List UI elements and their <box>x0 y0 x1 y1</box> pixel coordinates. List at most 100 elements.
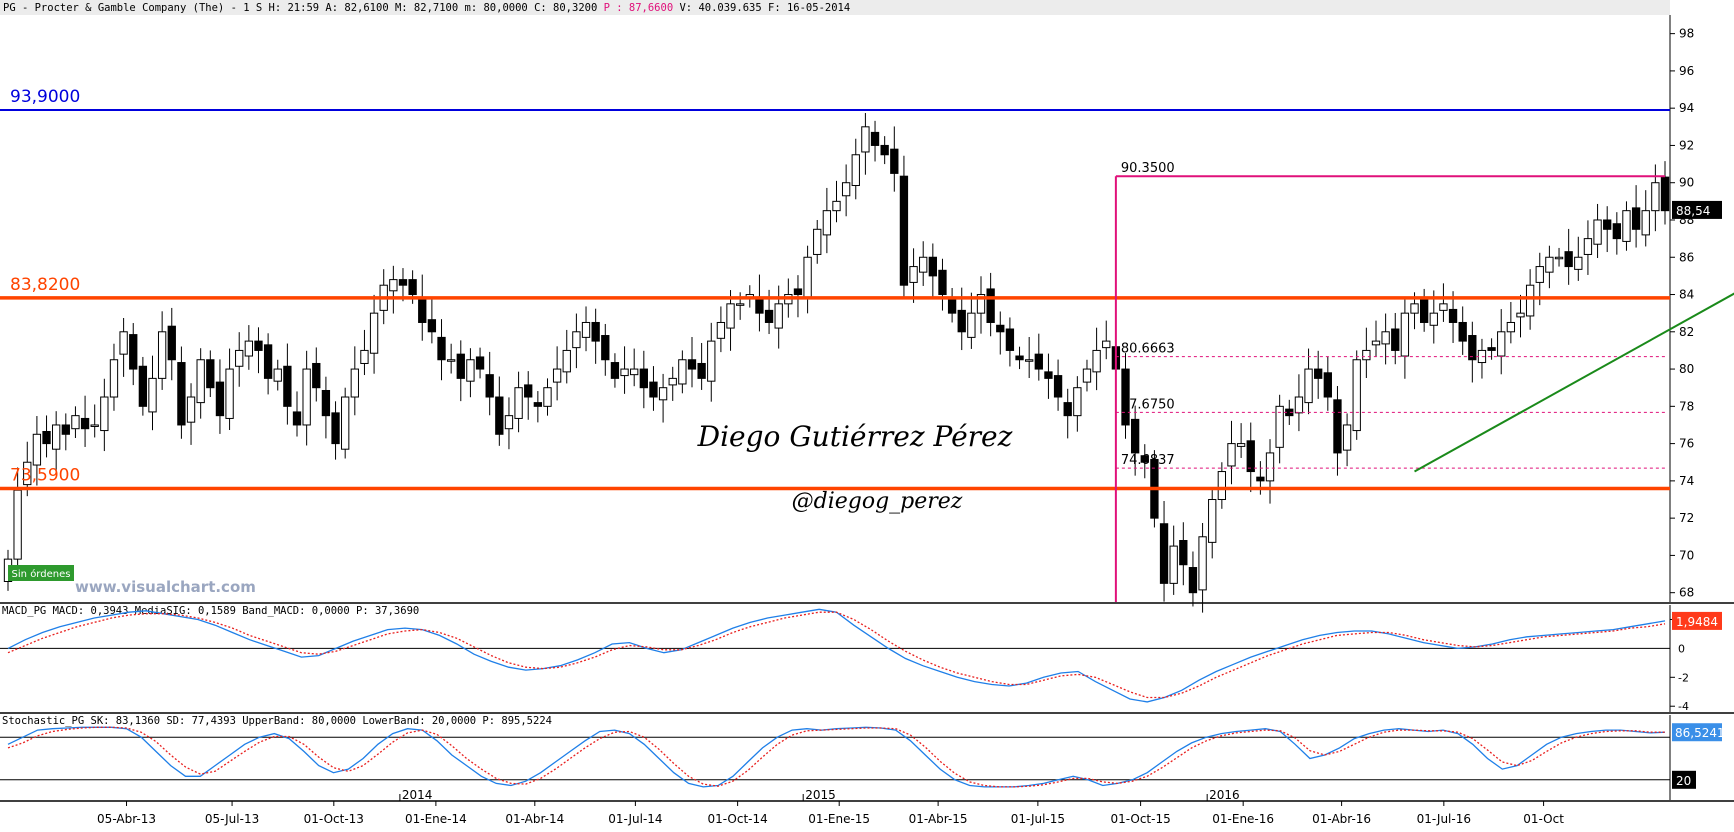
candle-body <box>687 359 697 370</box>
trendline <box>1414 292 1734 473</box>
candle-body <box>890 148 899 174</box>
candle-body <box>514 387 523 419</box>
price-panel: 6870727476788082848688909294969893,90008… <box>0 15 1734 613</box>
candle-body <box>803 256 812 298</box>
candle-body <box>61 424 70 435</box>
candle-body <box>427 319 437 333</box>
candle-body <box>331 412 340 445</box>
candle-body <box>1583 238 1593 255</box>
candle-body <box>986 288 995 323</box>
candle-body <box>263 344 273 379</box>
candle-body <box>1169 545 1178 584</box>
x-tick-label: 01-Ene-15 <box>808 812 870 826</box>
candle-body <box>1419 297 1429 323</box>
x-tick-label: 01-Jul-16 <box>1417 812 1471 826</box>
candle-body <box>601 335 610 361</box>
candle-body <box>71 415 80 430</box>
x-tick-label: 01-Oct-14 <box>707 812 767 826</box>
candle-body <box>1362 349 1371 361</box>
candle-body <box>1246 440 1255 473</box>
x-tick-label: 01-Oct-13 <box>304 812 364 826</box>
candle-body <box>1092 349 1101 373</box>
x-tick-label: 05-Abr-13 <box>97 812 156 826</box>
candle-body <box>1256 476 1265 482</box>
candle-body <box>446 359 456 362</box>
candle-body <box>533 402 543 407</box>
author-name: Diego Gutiérrez Pérez <box>697 420 1013 453</box>
candle-body <box>302 368 311 426</box>
candle-body <box>398 279 408 286</box>
candle-body <box>1275 405 1284 448</box>
candle-body <box>649 381 658 398</box>
candle-body <box>581 321 591 338</box>
candle-body <box>1631 207 1641 230</box>
candle-body <box>919 256 928 273</box>
macd-title: MACD_PG MACD: 0,3943 MediaSIG: 0,1589 Ba… <box>2 605 419 617</box>
candle-body <box>1603 219 1612 230</box>
candle-body <box>312 362 321 389</box>
candle-body <box>1468 335 1477 361</box>
year-label: 2014 <box>402 788 433 802</box>
candle-body <box>1044 371 1053 379</box>
candle-body <box>938 269 947 296</box>
candle-body <box>437 336 446 361</box>
last-price-tag <box>1672 200 1722 219</box>
candle-body <box>591 321 600 342</box>
x-tick-label: 01-Jul-15 <box>1011 812 1065 826</box>
macd-series-mediasig <box>7 611 1666 699</box>
candle-body <box>543 387 552 407</box>
stochastic-series-sk <box>7 726 1666 788</box>
candle-body <box>475 356 485 370</box>
y-tick-label: 82 <box>1679 325 1694 339</box>
candle-body <box>408 279 417 296</box>
candle-body <box>1304 368 1313 404</box>
candle-body <box>1159 523 1169 584</box>
candle-body <box>1487 347 1496 351</box>
candle-body <box>52 424 61 450</box>
horizontal-level-label: 73,5900 <box>10 466 80 486</box>
x-tick-label: 01-Oct-15 <box>1110 812 1170 826</box>
candle-body <box>928 256 937 277</box>
candle-body <box>1651 182 1660 212</box>
candle-body <box>755 296 764 314</box>
candle-body <box>697 362 706 379</box>
year-label: 2015 <box>805 788 836 802</box>
candle-body <box>1371 340 1381 346</box>
candle-body <box>1448 308 1458 323</box>
candle-body <box>1102 340 1111 349</box>
candle-body <box>369 312 379 354</box>
candle-body <box>1236 443 1246 447</box>
candle-body <box>1458 321 1467 342</box>
candle-body <box>793 288 803 296</box>
candle-body <box>996 324 1005 333</box>
candle-body <box>1130 418 1140 454</box>
x-tick-label: 01-Abr-15 <box>909 812 968 826</box>
candle-body <box>1082 368 1092 383</box>
x-axis: 05-Abr-13 05-Jul-13 01-Oct-13 01-Ene-14 01-A… <box>0 788 1670 826</box>
fib-level-label: 74.6837 <box>1121 453 1175 468</box>
candle-body <box>1198 536 1207 591</box>
x-tick-label: 01-Abr-14 <box>505 812 564 826</box>
y-tick-label: 84 <box>1679 288 1694 302</box>
candle-body <box>1525 284 1535 317</box>
candle-body <box>976 294 986 314</box>
fib-level-label: 80.6663 <box>1121 342 1175 357</box>
candle-body <box>1429 312 1438 326</box>
candle-body <box>957 309 966 333</box>
candle-body <box>350 368 359 398</box>
candle-body <box>109 359 119 398</box>
status-badge: Sin órdenes <box>12 568 71 580</box>
macd-zero-label: 0 <box>1678 642 1685 655</box>
candle-body <box>851 154 860 187</box>
candle-body <box>668 377 677 386</box>
macd-value-label: 1,9484 <box>1676 615 1718 629</box>
candle-body <box>1660 176 1670 212</box>
candle-body <box>1612 223 1621 240</box>
candle-body <box>1333 399 1342 454</box>
candle-body <box>206 359 215 389</box>
candle-body <box>909 266 918 283</box>
candle-body <box>620 368 629 377</box>
candle-body <box>23 461 32 486</box>
